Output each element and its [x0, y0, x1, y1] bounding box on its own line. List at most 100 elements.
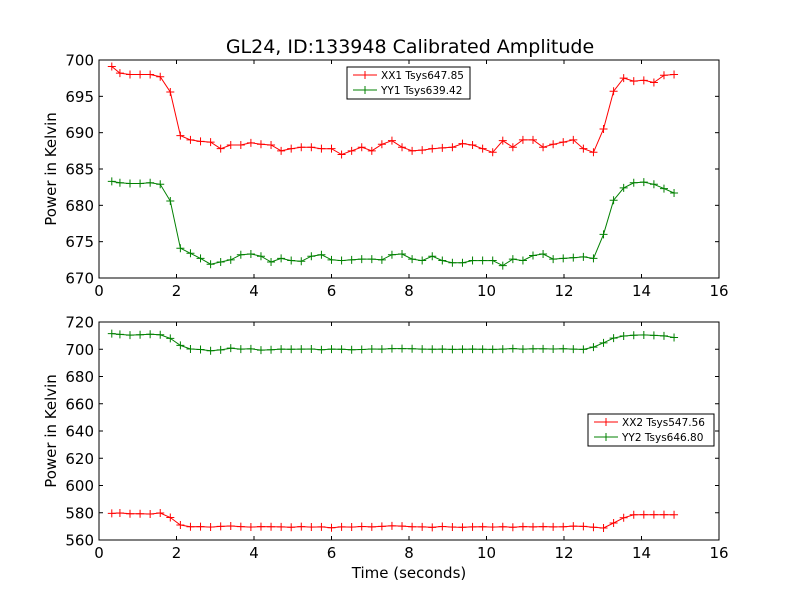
data-point: [126, 331, 134, 340]
data-point: [488, 148, 497, 157]
data-point: [156, 330, 165, 339]
y-tick-label: 680: [65, 368, 94, 386]
data-point: [156, 509, 165, 518]
y-tick-label: 560: [65, 532, 94, 550]
data-point: [126, 509, 134, 518]
data-point: [367, 146, 376, 155]
data-point: [156, 180, 165, 189]
y-tick-label: 620: [65, 450, 94, 468]
data-point: [107, 177, 116, 186]
data-point: [599, 338, 608, 347]
data-point: [408, 522, 417, 531]
data-point: [498, 522, 507, 531]
data-point: [287, 345, 296, 354]
data-point: [539, 344, 548, 353]
data-point: [408, 146, 417, 155]
data-point: [508, 344, 517, 353]
data-point: [226, 521, 235, 530]
data-point: [629, 178, 638, 187]
y-axis-label: Power in Kelvin: [42, 112, 60, 226]
x-tick-label: 4: [249, 282, 259, 300]
data-point: [216, 258, 225, 267]
data-point: [317, 144, 326, 153]
data-point: [337, 150, 346, 159]
data-point: [428, 345, 437, 354]
data-point: [559, 138, 568, 147]
data-point: [216, 345, 225, 354]
data-point: [337, 256, 346, 265]
data-point: [377, 522, 386, 531]
data-point: [589, 148, 598, 157]
data-point: [287, 523, 296, 532]
data-point: [428, 523, 437, 532]
y-tick-label: 685: [65, 161, 94, 179]
data-point: [196, 137, 205, 146]
data-point: [670, 188, 679, 197]
data-point: [649, 78, 658, 87]
data-point: [226, 344, 235, 353]
data-point: [136, 179, 145, 188]
data-point: [387, 344, 396, 353]
data-point: [508, 255, 517, 264]
y-tick-label: 700: [65, 52, 94, 70]
data-point: [589, 523, 598, 532]
data-point: [579, 252, 588, 261]
data-point: [529, 135, 537, 144]
legend-label: YY2 Tsys646.80: [621, 432, 703, 444]
data-point: [438, 256, 447, 265]
data-point: [307, 523, 316, 532]
data-point: [267, 258, 276, 267]
y-tick-label: 670: [65, 270, 94, 288]
data-point: [569, 135, 578, 144]
data-point: [206, 346, 215, 355]
data-point: [659, 184, 668, 193]
x-axis-label: Time (seconds): [351, 564, 467, 582]
data-point: [539, 143, 548, 152]
data-point: [327, 345, 336, 354]
data-point: [518, 256, 527, 265]
data-point: [418, 522, 427, 531]
data-point: [267, 141, 276, 150]
data-point: [468, 256, 477, 265]
data-point: [166, 334, 175, 343]
data-point: [458, 345, 467, 354]
x-tick-label: 16: [709, 282, 728, 300]
data-point: [549, 522, 558, 531]
data-point: [317, 522, 326, 531]
data-point: [569, 522, 578, 531]
data-point: [649, 510, 658, 519]
data-point: [659, 510, 668, 519]
x-tick-label: 10: [477, 544, 496, 562]
data-point: [186, 344, 195, 353]
data-point: [367, 344, 376, 353]
data-point: [317, 345, 326, 354]
legend-marker: [361, 86, 369, 94]
data-point: [347, 255, 356, 264]
data-point: [186, 522, 195, 531]
data-point: [107, 329, 116, 338]
x-tick-label: 16: [709, 544, 728, 562]
data-point: [377, 140, 386, 149]
legend-box: [587, 413, 715, 447]
data-point: [297, 257, 306, 266]
data-point: [498, 136, 507, 145]
data-point: [670, 333, 679, 342]
data-point: [438, 345, 447, 354]
data-point: [579, 522, 588, 531]
data-point: [196, 254, 205, 263]
data-point: [478, 522, 487, 531]
data-point: [387, 250, 396, 259]
data-point: [126, 179, 134, 188]
data-point: [478, 345, 487, 354]
legend-label: XX2 Tsys547.56: [622, 417, 705, 429]
data-point: [166, 196, 175, 205]
data-point: [559, 344, 568, 353]
data-point: [559, 522, 568, 531]
data-point: [498, 345, 507, 354]
data-point: [126, 70, 134, 79]
data-point: [488, 523, 497, 532]
data-point: [277, 146, 286, 155]
data-point: [186, 249, 195, 258]
data-point: [246, 523, 255, 532]
